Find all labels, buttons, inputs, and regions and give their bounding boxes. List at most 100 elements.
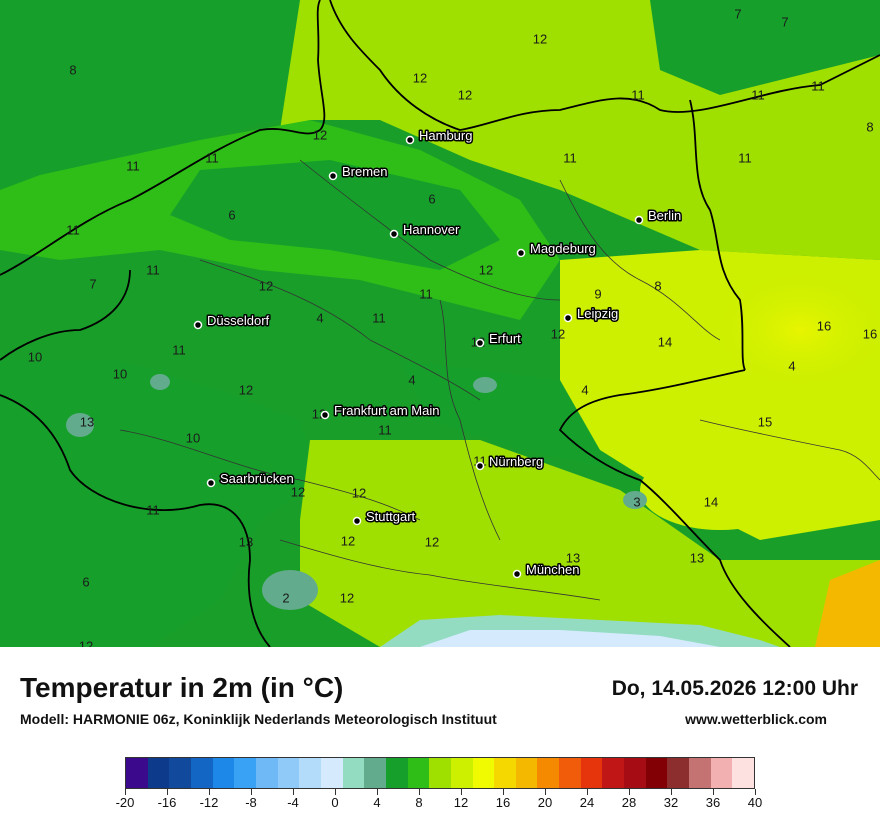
legend-swatch xyxy=(169,758,191,788)
city-dot xyxy=(328,171,338,181)
temperature-value: 12 xyxy=(341,533,355,548)
cities-layer: Hamburg Bremen Hannover Berlin Magdeburg Leip… xyxy=(193,127,683,579)
temperature-value: 12 xyxy=(79,638,93,647)
city-dot xyxy=(389,229,399,239)
temperature-value: 12 xyxy=(352,485,366,500)
city-marker: Berlin xyxy=(634,207,683,225)
legend-swatch xyxy=(645,758,668,788)
temperature-value: 4 xyxy=(788,358,795,373)
temperature-value: 12 xyxy=(239,382,253,397)
temperature-value: 6 xyxy=(428,191,435,206)
legend-tick xyxy=(461,789,462,795)
cool-patch xyxy=(66,413,94,437)
city-marker: Leipzig xyxy=(563,305,620,323)
temperature-value: 11 xyxy=(372,310,386,325)
legend-tick-label: 4 xyxy=(373,795,381,810)
temperature-value: 11 xyxy=(146,502,160,517)
legend-tick-label: 12 xyxy=(453,795,469,810)
temperature-value: 12 xyxy=(551,326,565,341)
temperature-value: 2 xyxy=(282,590,289,605)
legend-tick-label: 24 xyxy=(579,795,595,810)
city-label: Magdeburg xyxy=(530,241,596,256)
legend-tick-label: -4 xyxy=(287,795,299,810)
legend-tick-label: 32 xyxy=(663,795,679,810)
temperature-value: 10 xyxy=(113,366,127,381)
temperature-value: 8 xyxy=(654,278,661,293)
city-label: Nürnberg xyxy=(489,454,543,469)
page-title: Temperatur in 2m (in °C) xyxy=(20,672,344,703)
temperature-value: 11 xyxy=(205,150,219,165)
temperature-value: 11 xyxy=(751,87,765,102)
legend-swatch xyxy=(342,758,365,788)
temperature-value: 13 xyxy=(566,550,580,565)
legend-tick-label: 16 xyxy=(495,795,511,810)
legend-tick xyxy=(209,789,210,795)
legend-swatch xyxy=(190,758,213,788)
warm-region-southeast xyxy=(640,450,800,530)
temperature-value: 14 xyxy=(658,334,672,349)
temperature-value: 8 xyxy=(866,119,873,134)
city-marker: Hamburg xyxy=(405,127,474,145)
color-scale-ticks: -20 -16 -12 -8 -4 0 4 8 12 16 20 24 28 32 36 40 xyxy=(116,789,762,819)
city-marker: Düsseldorf xyxy=(193,312,271,330)
city-marker: Erfurt xyxy=(475,330,523,348)
legend-tick-label: -16 xyxy=(157,795,177,810)
legend-swatch xyxy=(212,758,235,788)
temperature-value: 13 xyxy=(239,534,253,549)
legend-swatch xyxy=(450,758,473,788)
city-dot xyxy=(320,410,330,420)
baltic-sea xyxy=(650,0,880,95)
cool-patch xyxy=(623,491,647,509)
warm-region-east xyxy=(710,270,880,390)
city-dot xyxy=(634,215,644,225)
legend-swatch xyxy=(515,758,538,788)
temperature-value: 12 xyxy=(458,87,472,102)
city-marker: Bremen xyxy=(328,163,389,181)
temperature-value: 15 xyxy=(758,414,772,429)
map-canvas: 8 12 12 12 7 7 11 11 11 8 11 11 12 11 6 6 11 11 11 11 10 10 7 1… xyxy=(0,0,880,647)
temperature-value: 6 xyxy=(228,207,235,222)
legend-tick xyxy=(545,789,546,795)
temperature-value: 14 xyxy=(704,494,718,509)
temperature-value: 11 xyxy=(66,222,80,237)
temperature-value: 11 xyxy=(811,78,825,93)
legend-tick xyxy=(587,789,588,795)
legend-tick xyxy=(167,789,168,795)
cool-patch xyxy=(473,377,497,393)
temperature-value: 4 xyxy=(581,382,588,397)
temperature-value: 10 xyxy=(28,349,42,364)
city-marker: Nürnberg xyxy=(475,453,545,471)
legend-tick xyxy=(503,789,504,795)
website-url: www.wetterblick.com xyxy=(685,711,827,727)
legend-swatch xyxy=(277,758,300,788)
city-marker: Hannover xyxy=(389,221,462,239)
city-label: Bremen xyxy=(342,164,388,179)
temperature-value: 9 xyxy=(594,286,601,301)
temperature-value: 12 xyxy=(259,278,273,293)
legend-tick xyxy=(671,789,672,795)
legend-swatch xyxy=(580,758,603,788)
legend-swatch xyxy=(667,758,690,788)
borders xyxy=(0,0,880,647)
legend-swatch xyxy=(364,758,386,788)
temperature-value: 13 xyxy=(690,550,704,565)
city-label: Berlin xyxy=(648,208,681,223)
legend-swatch xyxy=(537,758,560,788)
legend-tick xyxy=(629,789,630,795)
temperature-value: 11 xyxy=(419,286,433,301)
city-label: München xyxy=(526,562,579,577)
temperature-value: 11 xyxy=(146,262,160,277)
values-layer: 8 12 12 12 7 7 11 11 11 8 11 11 12 11 6 6 11 11 11 11 10 10 7 1… xyxy=(28,6,877,647)
land-north xyxy=(280,0,880,260)
forecast-datetime: Do, 14.05.2026 12:00 Uhr xyxy=(611,677,858,700)
city-dot xyxy=(475,461,485,471)
temperature-value: 16 xyxy=(817,318,831,333)
temperature-value: 7 xyxy=(89,276,96,291)
temperature-value: 7 xyxy=(781,14,788,29)
color-scale-legend xyxy=(125,757,755,789)
hot-region-southeast xyxy=(815,560,880,647)
temperature-value: 11 xyxy=(563,150,577,165)
legend-tick-label: 0 xyxy=(331,795,339,810)
city-label: Frankfurt am Main xyxy=(334,403,439,418)
land-dark-central xyxy=(170,160,500,270)
